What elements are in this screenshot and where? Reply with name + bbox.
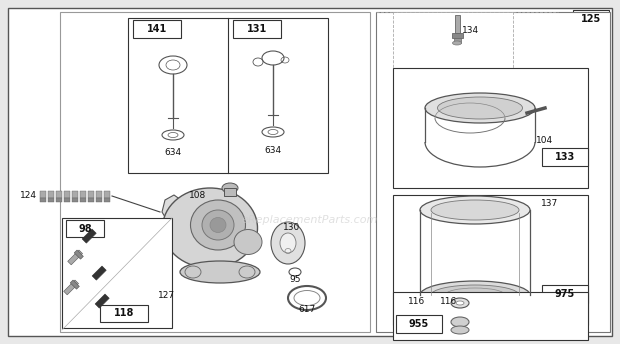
Bar	[64, 280, 79, 295]
Text: 137: 137	[541, 198, 558, 207]
Ellipse shape	[162, 188, 257, 268]
Bar	[104, 198, 110, 202]
Text: 133: 133	[555, 152, 575, 162]
Bar	[60, 12, 370, 332]
Text: 634: 634	[164, 148, 182, 157]
Text: 141: 141	[147, 24, 167, 34]
Text: 955: 955	[409, 319, 429, 329]
Ellipse shape	[423, 297, 441, 307]
Bar	[88, 198, 94, 202]
Text: 104: 104	[536, 136, 553, 144]
Bar	[92, 266, 106, 280]
Bar	[393, 195, 588, 325]
Ellipse shape	[438, 97, 523, 119]
Text: 130: 130	[283, 224, 301, 233]
Bar	[40, 191, 46, 198]
Bar	[393, 68, 588, 188]
Bar	[104, 191, 110, 198]
Ellipse shape	[180, 261, 260, 283]
Ellipse shape	[280, 233, 296, 253]
Text: 116: 116	[440, 298, 457, 307]
Bar	[82, 229, 96, 243]
Bar	[80, 198, 86, 202]
Bar	[56, 191, 62, 198]
Ellipse shape	[222, 183, 238, 193]
Bar	[542, 148, 588, 166]
Bar	[454, 38, 461, 43]
Text: 124: 124	[19, 191, 37, 200]
Text: 634: 634	[265, 146, 281, 154]
Bar	[224, 188, 236, 196]
Text: 98: 98	[78, 224, 92, 234]
Bar	[233, 20, 281, 38]
Text: 975: 975	[555, 289, 575, 299]
Bar	[66, 220, 104, 237]
Ellipse shape	[210, 217, 226, 233]
Ellipse shape	[451, 317, 469, 327]
Ellipse shape	[453, 41, 461, 45]
Ellipse shape	[428, 300, 436, 304]
Text: 125: 125	[581, 14, 601, 24]
Bar	[96, 198, 102, 202]
Bar	[573, 10, 609, 28]
Ellipse shape	[420, 196, 530, 224]
Bar	[74, 250, 83, 259]
Ellipse shape	[451, 298, 469, 308]
Ellipse shape	[431, 285, 519, 305]
Bar	[396, 315, 442, 333]
Bar	[542, 285, 588, 303]
Bar	[100, 305, 148, 322]
Text: 134: 134	[462, 25, 479, 34]
Ellipse shape	[190, 200, 246, 250]
Bar	[48, 198, 54, 202]
Ellipse shape	[271, 222, 305, 264]
Bar	[48, 191, 54, 198]
Bar	[393, 292, 588, 340]
Bar	[376, 12, 610, 332]
Ellipse shape	[451, 326, 469, 334]
Bar	[40, 198, 46, 202]
Ellipse shape	[172, 205, 180, 215]
Polygon shape	[162, 195, 188, 225]
Text: 617: 617	[298, 305, 316, 314]
Ellipse shape	[234, 229, 262, 255]
Bar	[96, 191, 102, 198]
Ellipse shape	[431, 200, 519, 220]
Bar	[70, 280, 79, 289]
Bar	[72, 198, 78, 202]
Text: 108: 108	[189, 192, 206, 201]
Bar	[72, 191, 78, 198]
Text: eReplacementParts.com: eReplacementParts.com	[242, 215, 378, 225]
Bar	[393, 12, 513, 72]
Ellipse shape	[202, 210, 234, 240]
Ellipse shape	[239, 266, 255, 278]
Bar	[68, 250, 82, 265]
Bar	[452, 33, 463, 38]
Bar	[64, 191, 70, 198]
Bar	[64, 198, 70, 202]
Ellipse shape	[420, 281, 530, 309]
Ellipse shape	[185, 266, 201, 278]
Bar	[455, 15, 460, 33]
Bar	[56, 198, 62, 202]
Bar	[133, 20, 181, 38]
Bar	[80, 191, 86, 198]
Bar	[128, 18, 328, 173]
Text: 95: 95	[290, 276, 301, 284]
Text: 127: 127	[159, 290, 175, 300]
Ellipse shape	[425, 93, 535, 123]
Text: 118: 118	[114, 309, 134, 319]
Ellipse shape	[456, 301, 464, 305]
Bar	[95, 294, 109, 308]
Bar	[88, 191, 94, 198]
Bar	[62, 218, 172, 328]
Text: 116: 116	[408, 298, 425, 307]
Text: 131: 131	[247, 24, 267, 34]
